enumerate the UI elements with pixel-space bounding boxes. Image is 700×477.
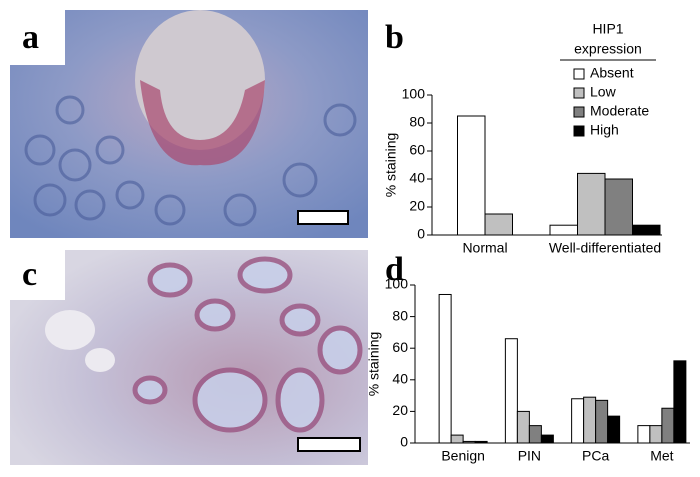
y-tick-label: 100 [385,276,409,292]
legend-swatch [573,125,585,137]
x-tick-label: Benign [441,448,485,464]
panel-label: a [22,19,39,56]
panel-label: d [385,251,404,288]
bar [571,398,585,444]
legend-title: HIP1 [592,21,623,37]
legend-swatch [573,68,585,80]
bar [516,410,530,444]
bar [595,399,609,444]
legend-swatch [573,106,585,118]
bar [649,425,663,444]
bar [450,434,464,444]
bar [484,213,513,236]
y-tick-label: 80 [392,307,408,323]
bar [637,425,651,444]
bar [504,338,518,444]
legend-label: Low [590,84,617,100]
bar [438,293,452,444]
x-tick-label: PCa [582,448,609,464]
y-tick-label: 0 [400,434,408,450]
y-axis-label: % staining [383,133,399,198]
y-tick-label: 20 [409,198,425,214]
panel-label: b [385,19,404,56]
y-tick-label: 60 [392,339,408,355]
bar [604,178,633,236]
bar [577,172,606,236]
y-tick-label: 100 [402,86,426,102]
legend-label: High [590,122,619,138]
x-tick-label: Well-differentiated [549,240,661,256]
y-tick-label: 80 [409,114,425,130]
legend-label: Absent [590,65,634,81]
x-tick-label: Met [650,448,673,464]
x-tick-label: Normal [462,240,507,256]
y-tick-label: 40 [409,170,425,186]
micrograph-c: c [10,250,368,465]
bar [549,224,578,236]
panel-label: c [22,256,37,293]
y-axis-label: % staining [366,332,382,397]
bar [661,407,675,444]
legend-title: expression [574,41,642,57]
bar [583,396,597,444]
y-tick-label: 60 [409,142,425,158]
bar [632,224,661,236]
micrograph-a: a [10,10,368,238]
legend-label: Moderate [590,103,649,119]
bar [673,360,687,444]
bar [607,415,621,444]
y-tick-label: 20 [392,402,408,418]
y-tick-label: 40 [392,371,408,387]
y-tick-label: 0 [417,226,425,242]
bar [528,425,542,444]
x-tick-label: PIN [518,448,541,464]
bar [540,434,554,444]
bar [457,115,486,236]
legend-swatch [573,87,585,99]
